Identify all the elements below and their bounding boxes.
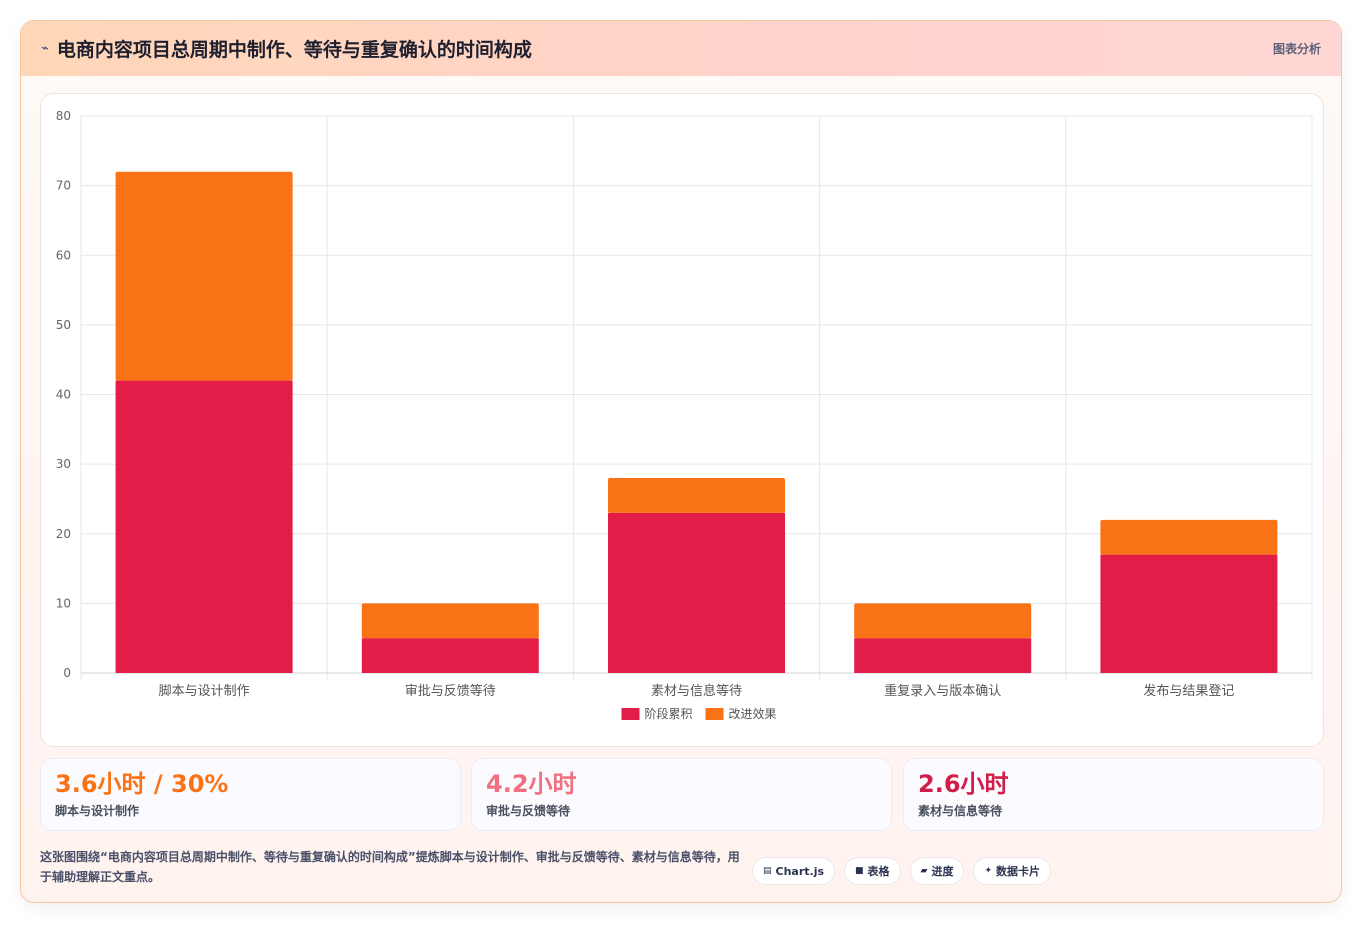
bar-segment — [361, 603, 539, 639]
chart-card: ⌁ 电商内容项目总周期中制作、等待与重复确认的时间构成 图表分析 0 10 20 30… — [20, 20, 1342, 903]
pill-label: 表格 — [867, 865, 890, 878]
card-header: ⌁ 电商内容项目总周期中制作、等待与重复确认的时间构成 图表分析 — [21, 21, 1341, 76]
chart-description: 这张图围绕“电商内容项目总周期中制作、等待与重复确认的时间构成”提炼脚本与设计制… — [40, 850, 740, 884]
y-tick-label: 20 — [56, 527, 71, 541]
table-icon: ■ — [855, 866, 864, 876]
y-tick-label: 80 — [56, 109, 71, 123]
sparkle-icon: ✦ — [984, 866, 993, 876]
page-title: 电商内容项目总周期中制作、等待与重复确认的时间构成 — [56, 39, 532, 61]
bar-segment — [115, 171, 293, 381]
legend-swatch — [621, 708, 640, 720]
bar-segment — [608, 512, 785, 673]
pill-chartjs[interactable]: ▤ Chart.js — [752, 857, 836, 885]
y-tick-label: 60 — [56, 248, 71, 262]
pill-data-card[interactable]: ✦ 数据卡片 — [973, 857, 1052, 885]
bar-segment — [1100, 519, 1278, 555]
stat-value-2: 4.2小时 — [486, 770, 577, 798]
pill-table[interactable]: ■ 表格 — [844, 857, 901, 885]
bar-segment — [854, 638, 1032, 673]
y-tick-label: 50 — [56, 318, 71, 332]
stat-value-1: 3.6小时 / 30% — [55, 770, 229, 798]
chart-logo-icon: ⌁ — [41, 41, 49, 56]
chart-panel: 0 10 20 30 40 50 60 70 80 脚本与设计制作 审批与反馈等待 素材与信息等待 重复… — [40, 93, 1324, 747]
x-tick-label: 素材与信息等待 — [651, 683, 742, 699]
stat-label-3: 素材与信息等待 — [918, 804, 1003, 818]
chart-icon: ▤ — [763, 866, 772, 876]
pill-label: 进度 — [931, 865, 954, 878]
legend-swatch — [705, 708, 724, 720]
stat-card-1: 3.6小时 / 30% 脚本与设计制作 — [40, 758, 461, 831]
pill-label: 数据卡片 — [996, 865, 1041, 878]
stat-label-2: 审批与反馈等待 — [486, 804, 571, 818]
stat-card-3: 2.6小时 素材与信息等待 — [903, 758, 1324, 831]
pill-label: Chart.js — [775, 864, 825, 878]
y-tick-label: 0 — [63, 666, 71, 680]
x-tick-label: 审批与反馈等待 — [405, 683, 496, 699]
y-tick-label: 70 — [56, 179, 71, 193]
tag-pills: ▤ Chart.js ■ 表格 ▰ 进度 ✦ 数据卡片 — [752, 857, 1052, 885]
header-tag: 图表分析 — [1272, 42, 1321, 56]
pill-progress[interactable]: ▰ 进度 — [909, 857, 965, 885]
progress-icon: ▰ — [920, 866, 928, 876]
x-tick-label: 发布与结果登记 — [1143, 683, 1234, 699]
x-tick-label: 脚本与设计制作 — [159, 683, 250, 699]
bar-segment — [115, 380, 293, 673]
stat-value-3: 2.6小时 — [918, 770, 1009, 798]
y-tick-label: 30 — [56, 457, 71, 471]
y-tick-label: 10 — [56, 596, 71, 610]
x-tick-label: 重复录入与版本确认 — [884, 683, 1001, 699]
bar-segment — [361, 638, 539, 673]
bar-segment — [854, 603, 1032, 639]
bar-segment — [608, 478, 785, 513]
legend-label: 阶段累积 — [645, 706, 693, 721]
legend-label: 改进效果 — [729, 706, 777, 721]
y-tick-label: 40 — [56, 388, 71, 402]
stacked-bar-chart: 0 10 20 30 40 50 60 70 80 脚本与设计制作 审批与反馈等待 素材与信息等待 重复… — [56, 109, 1313, 721]
stat-card-2: 4.2小时 审批与反馈等待 — [471, 758, 892, 831]
stat-label-1: 脚本与设计制作 — [55, 804, 140, 818]
bar-segment — [1100, 554, 1278, 673]
